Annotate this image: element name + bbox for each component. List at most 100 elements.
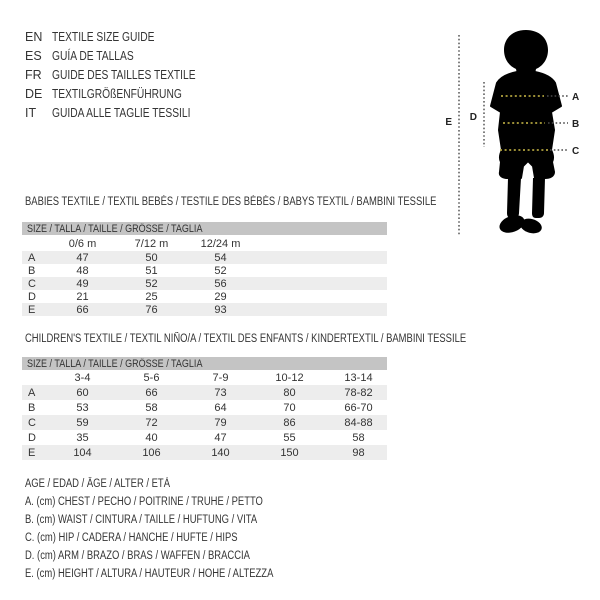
- table-row: C 59 72 79 86 84-88: [22, 415, 387, 430]
- cell: 55: [283, 431, 296, 444]
- legend-line: A. (cm) CHEST / PECHO / POITRINE / TRUHE…: [25, 493, 328, 511]
- table-row: B 48 51 52: [22, 264, 387, 277]
- children-col-header: 13-14: [344, 371, 373, 384]
- children-col-header: 5-6: [143, 371, 160, 384]
- language-code: FR: [25, 67, 42, 82]
- cell: 51: [145, 264, 158, 277]
- cell: 150: [280, 446, 299, 459]
- legend-line: D. (cm) ARM / BRAZO / BRAS / WAFFEN / BR…: [25, 547, 328, 565]
- table-row: D 35 40 47 55 58: [22, 430, 387, 445]
- cell: 73: [214, 386, 227, 399]
- cell: 84-88: [344, 416, 373, 429]
- figure-label-b: B: [572, 119, 579, 130]
- row-label: E: [28, 303, 36, 316]
- legend-arm: D. (cm) ARM / BRAZO / BRAS / WAFFEN / BR…: [25, 550, 250, 562]
- row-label: A: [28, 386, 36, 399]
- legend-line: AGE / EDAD / ÂGE / ALTER / ETÀ: [25, 475, 328, 493]
- children-col-header: 3-4: [74, 371, 91, 384]
- cell: 72: [145, 416, 158, 429]
- cell: 35: [76, 431, 89, 444]
- measurement-legend: AGE / EDAD / ÂGE / ALTER / ETÀ A. (cm) C…: [25, 475, 328, 583]
- cell: 76: [145, 303, 158, 316]
- cell: 40: [145, 431, 158, 444]
- cell: 66: [76, 303, 89, 316]
- babies-section-title: BABIES TEXTILE / TEXTIL BEBÉS / TESTILE …: [25, 196, 527, 208]
- figure-label-c: C: [572, 146, 579, 157]
- cell: 59: [76, 416, 89, 429]
- cell: 60: [76, 386, 89, 399]
- cell: 52: [214, 264, 227, 277]
- cell: 48: [76, 264, 89, 277]
- language-title: TEXTILE SIZE GUIDE: [52, 29, 155, 44]
- cell: 66-70: [344, 401, 373, 414]
- cell: 93: [214, 303, 227, 316]
- figure-label-d: D: [470, 112, 477, 123]
- cell: 104: [73, 446, 92, 459]
- size-figure: A B C D E: [445, 30, 579, 235]
- cell: 52: [145, 277, 158, 290]
- cell: 66: [145, 386, 158, 399]
- babies-size-label: SIZE / TALLA / TAILLE / GRÖSSE / TAGLIA: [27, 222, 203, 235]
- language-row: FR GUIDE DES TAILLES TEXTILE: [25, 65, 227, 84]
- row-label: D: [28, 431, 36, 444]
- babies-title-text: BABIES TEXTILE / TEXTIL BEBÉS / TESTILE …: [25, 196, 437, 208]
- cell: 25: [145, 290, 158, 303]
- legend-height: E. (cm) HEIGHT / ALTURA / HAUTEUR / HÖHE…: [25, 568, 274, 580]
- child-silhouette-icon: [490, 30, 562, 234]
- cell: 21: [76, 290, 89, 303]
- table-row: C 49 52 56: [22, 277, 387, 290]
- children-table: 3-4 5-6 7-9 10-12 13-14 A 60 66 73 80 78…: [22, 370, 387, 460]
- legend-hip: C. (cm) HIP / CADERA / HANCHE / HÜFTE / …: [25, 532, 238, 544]
- cell: 47: [214, 431, 227, 444]
- table-row: B 53 58 64 70 66-70: [22, 400, 387, 415]
- babies-header-row: 0/6 m 7/12 m 12/24 m: [22, 236, 387, 251]
- language-row: DE TEXTILGRÖßENFÜHRUNG: [25, 84, 227, 103]
- table-row: D 21 25 29: [22, 290, 387, 303]
- language-code: DE: [25, 86, 43, 101]
- cell: 64: [214, 401, 227, 414]
- children-col-header: 7-9: [212, 371, 229, 384]
- figure-label-a: A: [572, 92, 579, 103]
- cell: 140: [211, 446, 230, 459]
- row-label: E: [28, 446, 36, 459]
- language-row: IT GUIDA ALLE TAGLIE TESSILI: [25, 103, 227, 122]
- cell: 50: [145, 251, 158, 264]
- children-size-band: SIZE / TALLA / TAILLE / GRÖSSE / TAGLIA: [22, 357, 387, 370]
- cell: 53: [76, 401, 89, 414]
- cell: 56: [214, 277, 227, 290]
- cell: 79: [214, 416, 227, 429]
- babies-table: 0/6 m 7/12 m 12/24 m A 47 50 54 B 48 51 …: [22, 236, 387, 316]
- cell: 47: [76, 251, 89, 264]
- legend-waist: B. (cm) WAIST / CINTURA / TAILLE / HÜFTU…: [25, 514, 258, 526]
- language-list: EN TEXTILE SIZE GUIDE ES GUÍA DE TALLAS …: [25, 27, 227, 122]
- language-title: GUIDA ALLE TAGLIE TESSILI: [52, 105, 191, 120]
- legend-age: AGE / EDAD / ÂGE / ALTER / ETÀ: [25, 478, 170, 490]
- language-code: EN: [25, 29, 43, 44]
- row-label: C: [28, 416, 36, 429]
- children-header-row: 3-4 5-6 7-9 10-12 13-14: [22, 370, 387, 385]
- cell: 49: [76, 277, 89, 290]
- language-row: EN TEXTILE SIZE GUIDE: [25, 27, 227, 46]
- row-label: A: [28, 251, 36, 264]
- cell: 29: [214, 290, 227, 303]
- children-title-text: CHILDREN'S TEXTILE / TEXTIL NIÑO/A / TEX…: [25, 333, 467, 345]
- table-row: A 60 66 73 80 78-82: [22, 385, 387, 400]
- row-label: B: [28, 401, 36, 414]
- language-title: GUIDE DES TAILLES TEXTILE: [52, 67, 196, 82]
- language-title: GUÍA DE TALLAS: [52, 48, 134, 63]
- legend-line: C. (cm) HIP / CADERA / HANCHE / HÜFTE / …: [25, 529, 328, 547]
- legend-chest: A. (cm) CHEST / PECHO / POITRINE / TRUHE…: [25, 496, 263, 508]
- cell: 58: [145, 401, 158, 414]
- language-code: IT: [25, 105, 37, 120]
- table-row: A 47 50 54: [22, 251, 387, 264]
- children-col-header: 10-12: [275, 371, 304, 384]
- children-size-label: SIZE / TALLA / TAILLE / GRÖSSE / TAGLIA: [27, 357, 203, 370]
- table-row: E 66 76 93: [22, 303, 387, 316]
- cell: 54: [214, 251, 227, 264]
- row-label: C: [28, 277, 36, 290]
- cell: 106: [142, 446, 161, 459]
- legend-line: B. (cm) WAIST / CINTURA / TAILLE / HÜFTU…: [25, 511, 328, 529]
- babies-col-header: 12/24 m: [200, 237, 241, 250]
- language-row: ES GUÍA DE TALLAS: [25, 46, 227, 65]
